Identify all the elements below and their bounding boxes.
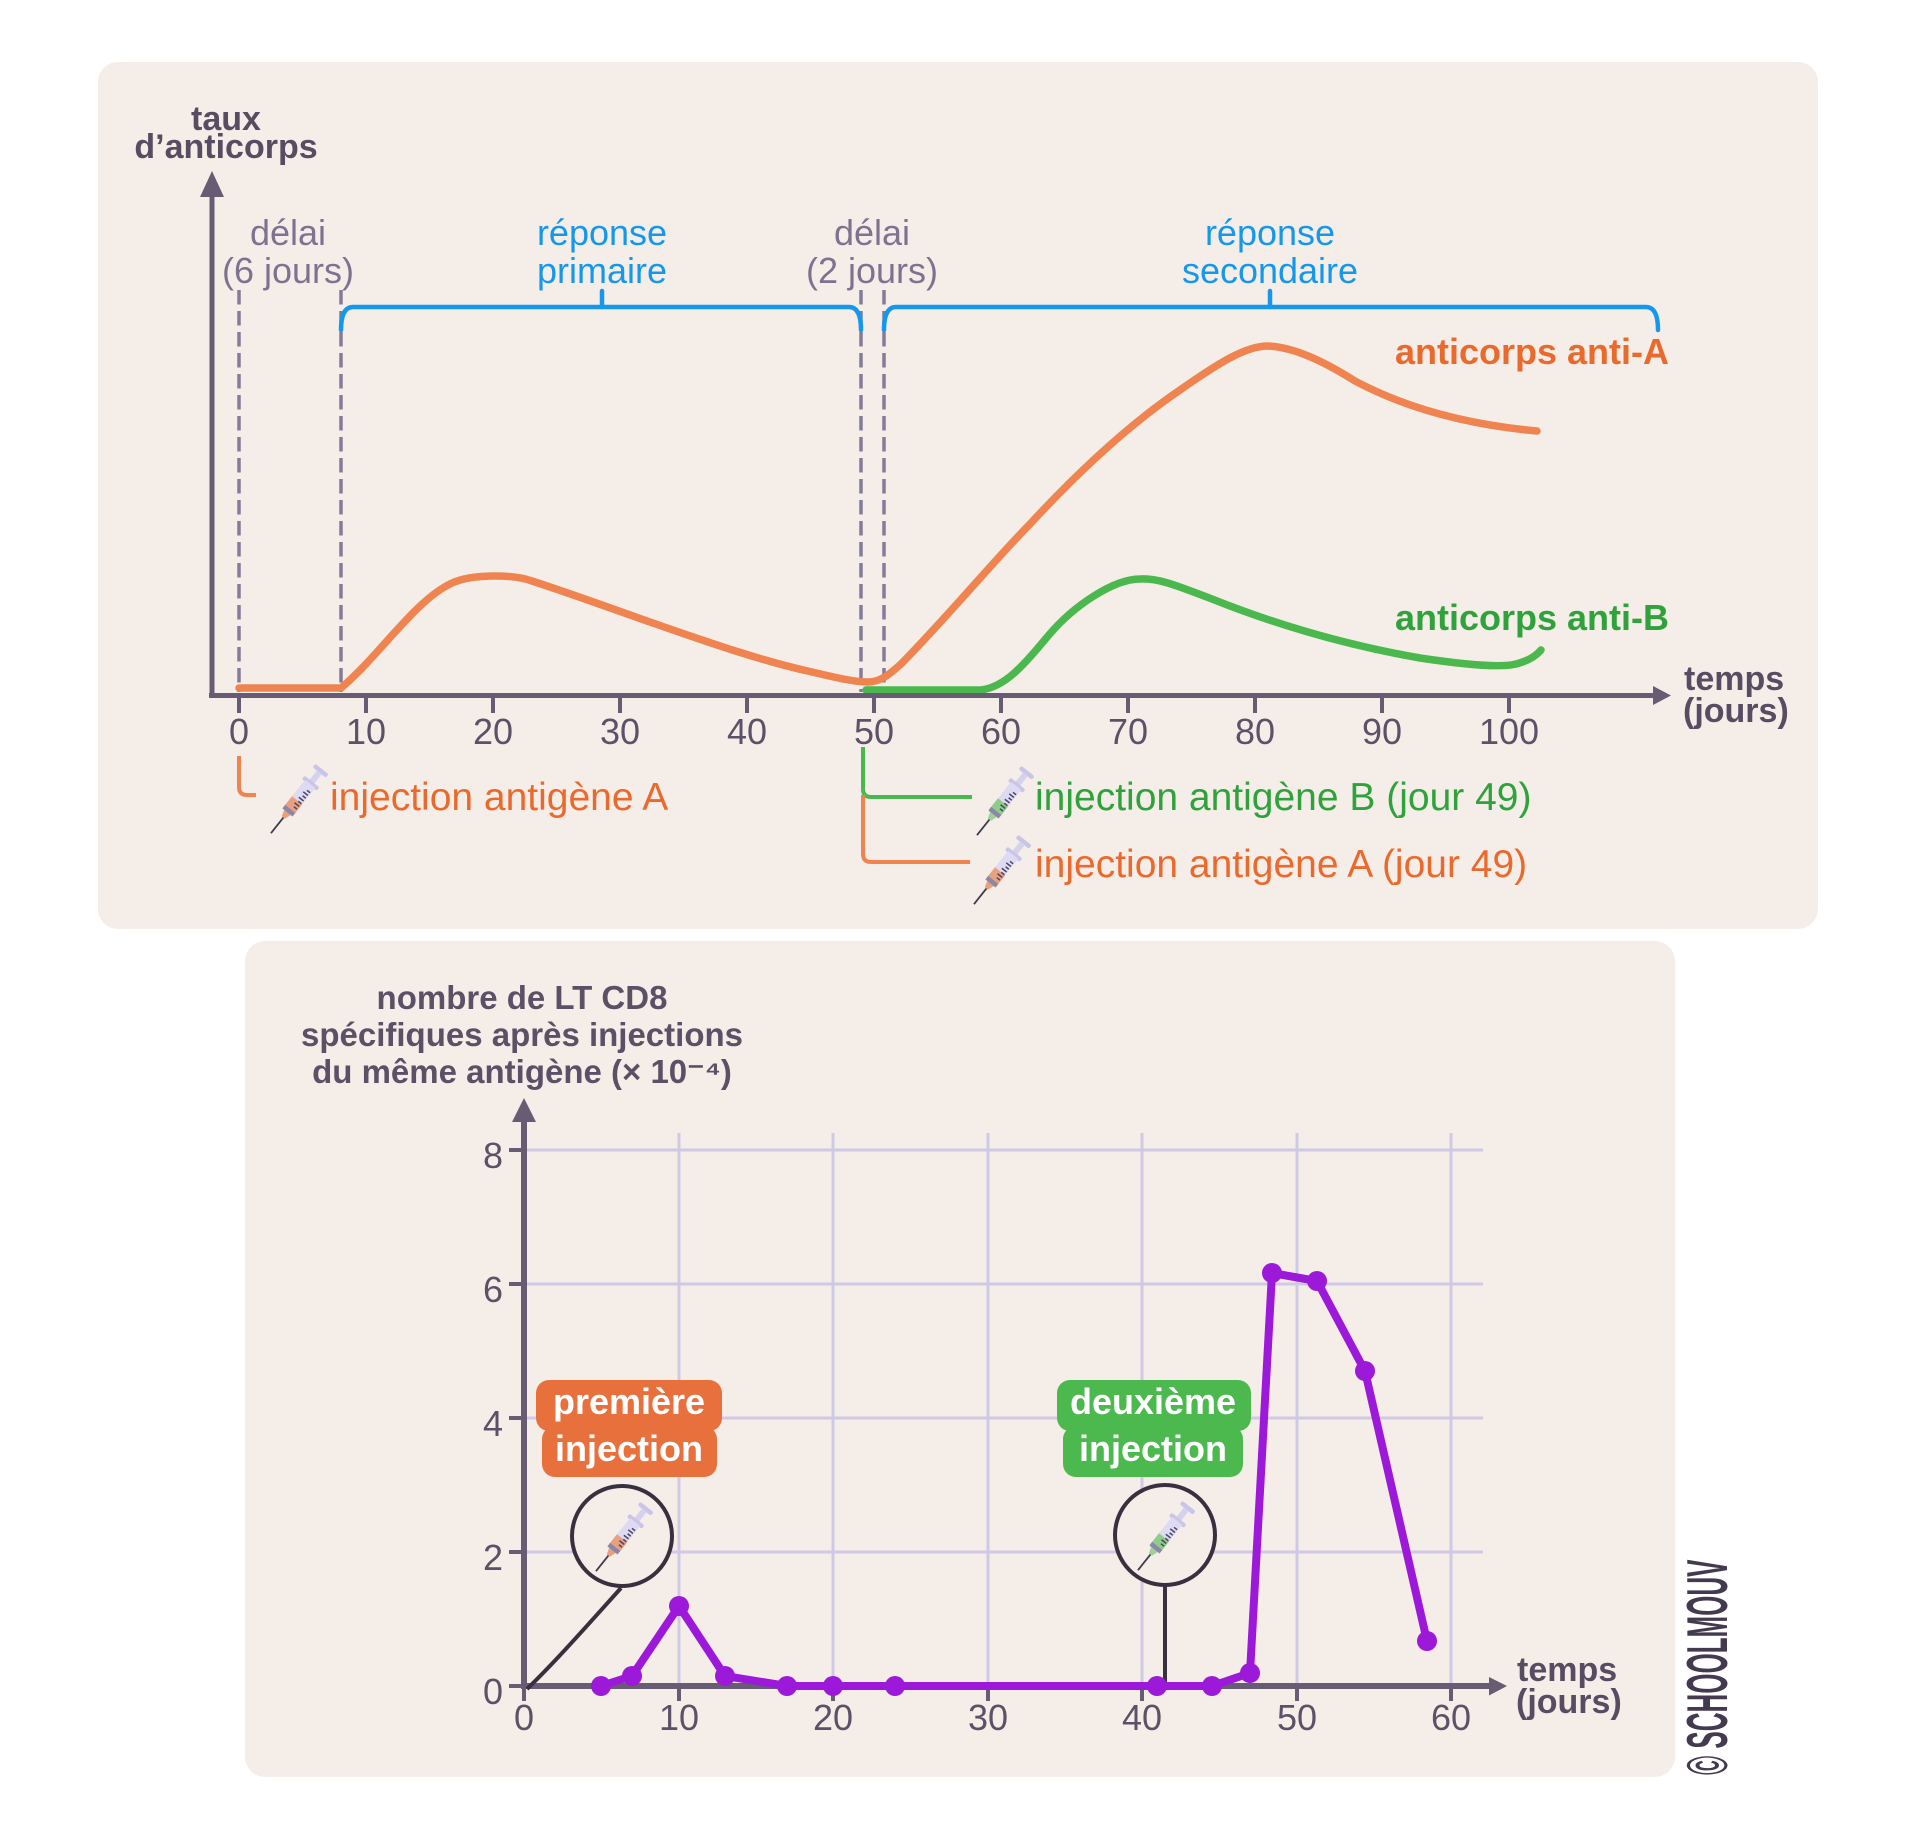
svg-text:70: 70 — [1108, 711, 1148, 752]
svg-text:injection antigène B (jour 49): injection antigène B (jour 49) — [1035, 776, 1531, 819]
svg-text:délai: délai — [250, 212, 326, 253]
svg-text:50: 50 — [854, 711, 894, 752]
svg-text:50: 50 — [1277, 1697, 1317, 1738]
svg-text:4: 4 — [483, 1403, 503, 1444]
svg-text:injection antigène A (jour 49): injection antigène A (jour 49) — [1035, 843, 1527, 886]
svg-text:10: 10 — [659, 1697, 699, 1738]
svg-text:8: 8 — [483, 1135, 503, 1176]
svg-text:0: 0 — [514, 1697, 534, 1738]
svg-text:100: 100 — [1479, 711, 1539, 752]
svg-text:du même antigène (× 10⁻⁴): du même antigène (× 10⁻⁴) — [312, 1053, 732, 1090]
svg-text:(jours): (jours) — [1683, 692, 1789, 730]
svg-text:première: première — [553, 1381, 705, 1422]
svg-text:injection: injection — [555, 1428, 703, 1469]
svg-text:temps: temps — [1684, 660, 1784, 698]
svg-text:60: 60 — [1431, 1697, 1471, 1738]
svg-text:d’anticorps: d’anticorps — [134, 128, 317, 166]
svg-text:(2 jours): (2 jours) — [806, 250, 938, 291]
svg-text:spécifiques après injections: spécifiques après injections — [301, 1016, 743, 1053]
svg-text:2: 2 — [483, 1537, 503, 1578]
svg-text:0: 0 — [483, 1671, 503, 1712]
svg-text:40: 40 — [727, 711, 767, 752]
svg-text:20: 20 — [813, 1697, 853, 1738]
svg-text:nombre de LT CD8: nombre de LT CD8 — [377, 979, 668, 1016]
svg-text:deuxième: deuxième — [1070, 1381, 1236, 1422]
svg-text:secondaire: secondaire — [1182, 250, 1358, 291]
svg-text:injection antigène A: injection antigène A — [330, 776, 668, 819]
svg-text:40: 40 — [1122, 1697, 1162, 1738]
svg-text:(jours): (jours) — [1516, 1683, 1622, 1721]
svg-text:10: 10 — [346, 711, 386, 752]
svg-text:délai: délai — [834, 212, 910, 253]
svg-text:0: 0 — [229, 711, 249, 752]
svg-text:90: 90 — [1362, 711, 1402, 752]
svg-text:primaire: primaire — [537, 250, 667, 291]
svg-text:taux: taux — [191, 100, 261, 138]
svg-text:60: 60 — [981, 711, 1021, 752]
svg-text:anticorps anti-B: anticorps anti-B — [1395, 597, 1669, 638]
svg-text:temps: temps — [1517, 1651, 1617, 1689]
svg-text:30: 30 — [968, 1697, 1008, 1738]
svg-text:80: 80 — [1235, 711, 1275, 752]
svg-text:6: 6 — [483, 1269, 503, 1310]
svg-text:30: 30 — [600, 711, 640, 752]
svg-text:© SCHOOLMOUV: © SCHOOLMOUV — [1677, 1559, 1740, 1775]
svg-text:(6 jours): (6 jours) — [222, 250, 354, 291]
svg-text:injection: injection — [1079, 1428, 1227, 1469]
svg-text:réponse: réponse — [1205, 212, 1335, 253]
svg-text:réponse: réponse — [537, 212, 667, 253]
svg-text:anticorps anti-A: anticorps anti-A — [1395, 331, 1669, 372]
svg-text:20: 20 — [473, 711, 513, 752]
